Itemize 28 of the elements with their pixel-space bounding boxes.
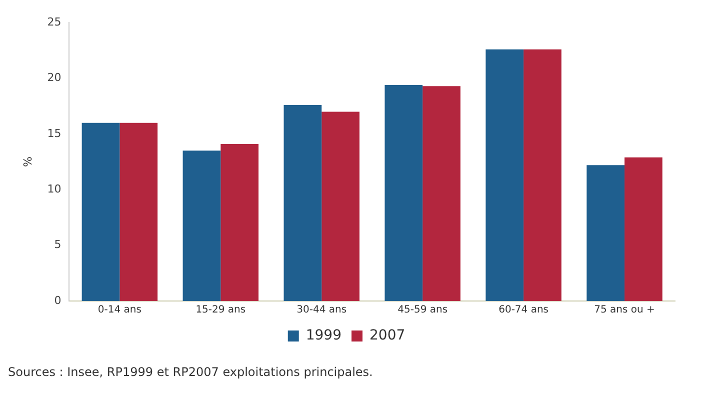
bar [384,84,423,301]
bar [120,122,158,301]
bar [82,122,120,301]
bar [322,112,360,301]
bar [220,144,259,301]
legend-label: 1999 [306,328,342,344]
source-note: Sources : Insee, RP1999 et RP2007 exploitations principales. [8,365,374,379]
y-tick-label: 0 [54,294,62,307]
bar [486,49,524,301]
bar [422,86,460,301]
x-tick-label: 15-29 ans [196,304,246,316]
bar [624,157,662,301]
y-tick-label: 20 [47,71,62,84]
y-tick-label: 15 [47,126,62,140]
y-tick-label: 10 [47,182,62,196]
x-tick-label: 0-14 ans [98,304,142,316]
bar [524,49,562,301]
x-tick-label: 60-74 ans [498,304,549,316]
y-tick-label: 25 [47,15,62,28]
y-axis-title: % [21,156,34,168]
x-tick-label: 30-44 ans [296,304,347,316]
x-tick-label: 45-59 ans [398,304,448,316]
bar [284,105,322,301]
legend-label: 2007 [370,328,406,344]
y-tick-label: 5 [54,238,62,252]
x-tick-label: 75 ans ou + [594,304,655,316]
bar [586,165,625,301]
bar [182,150,221,301]
